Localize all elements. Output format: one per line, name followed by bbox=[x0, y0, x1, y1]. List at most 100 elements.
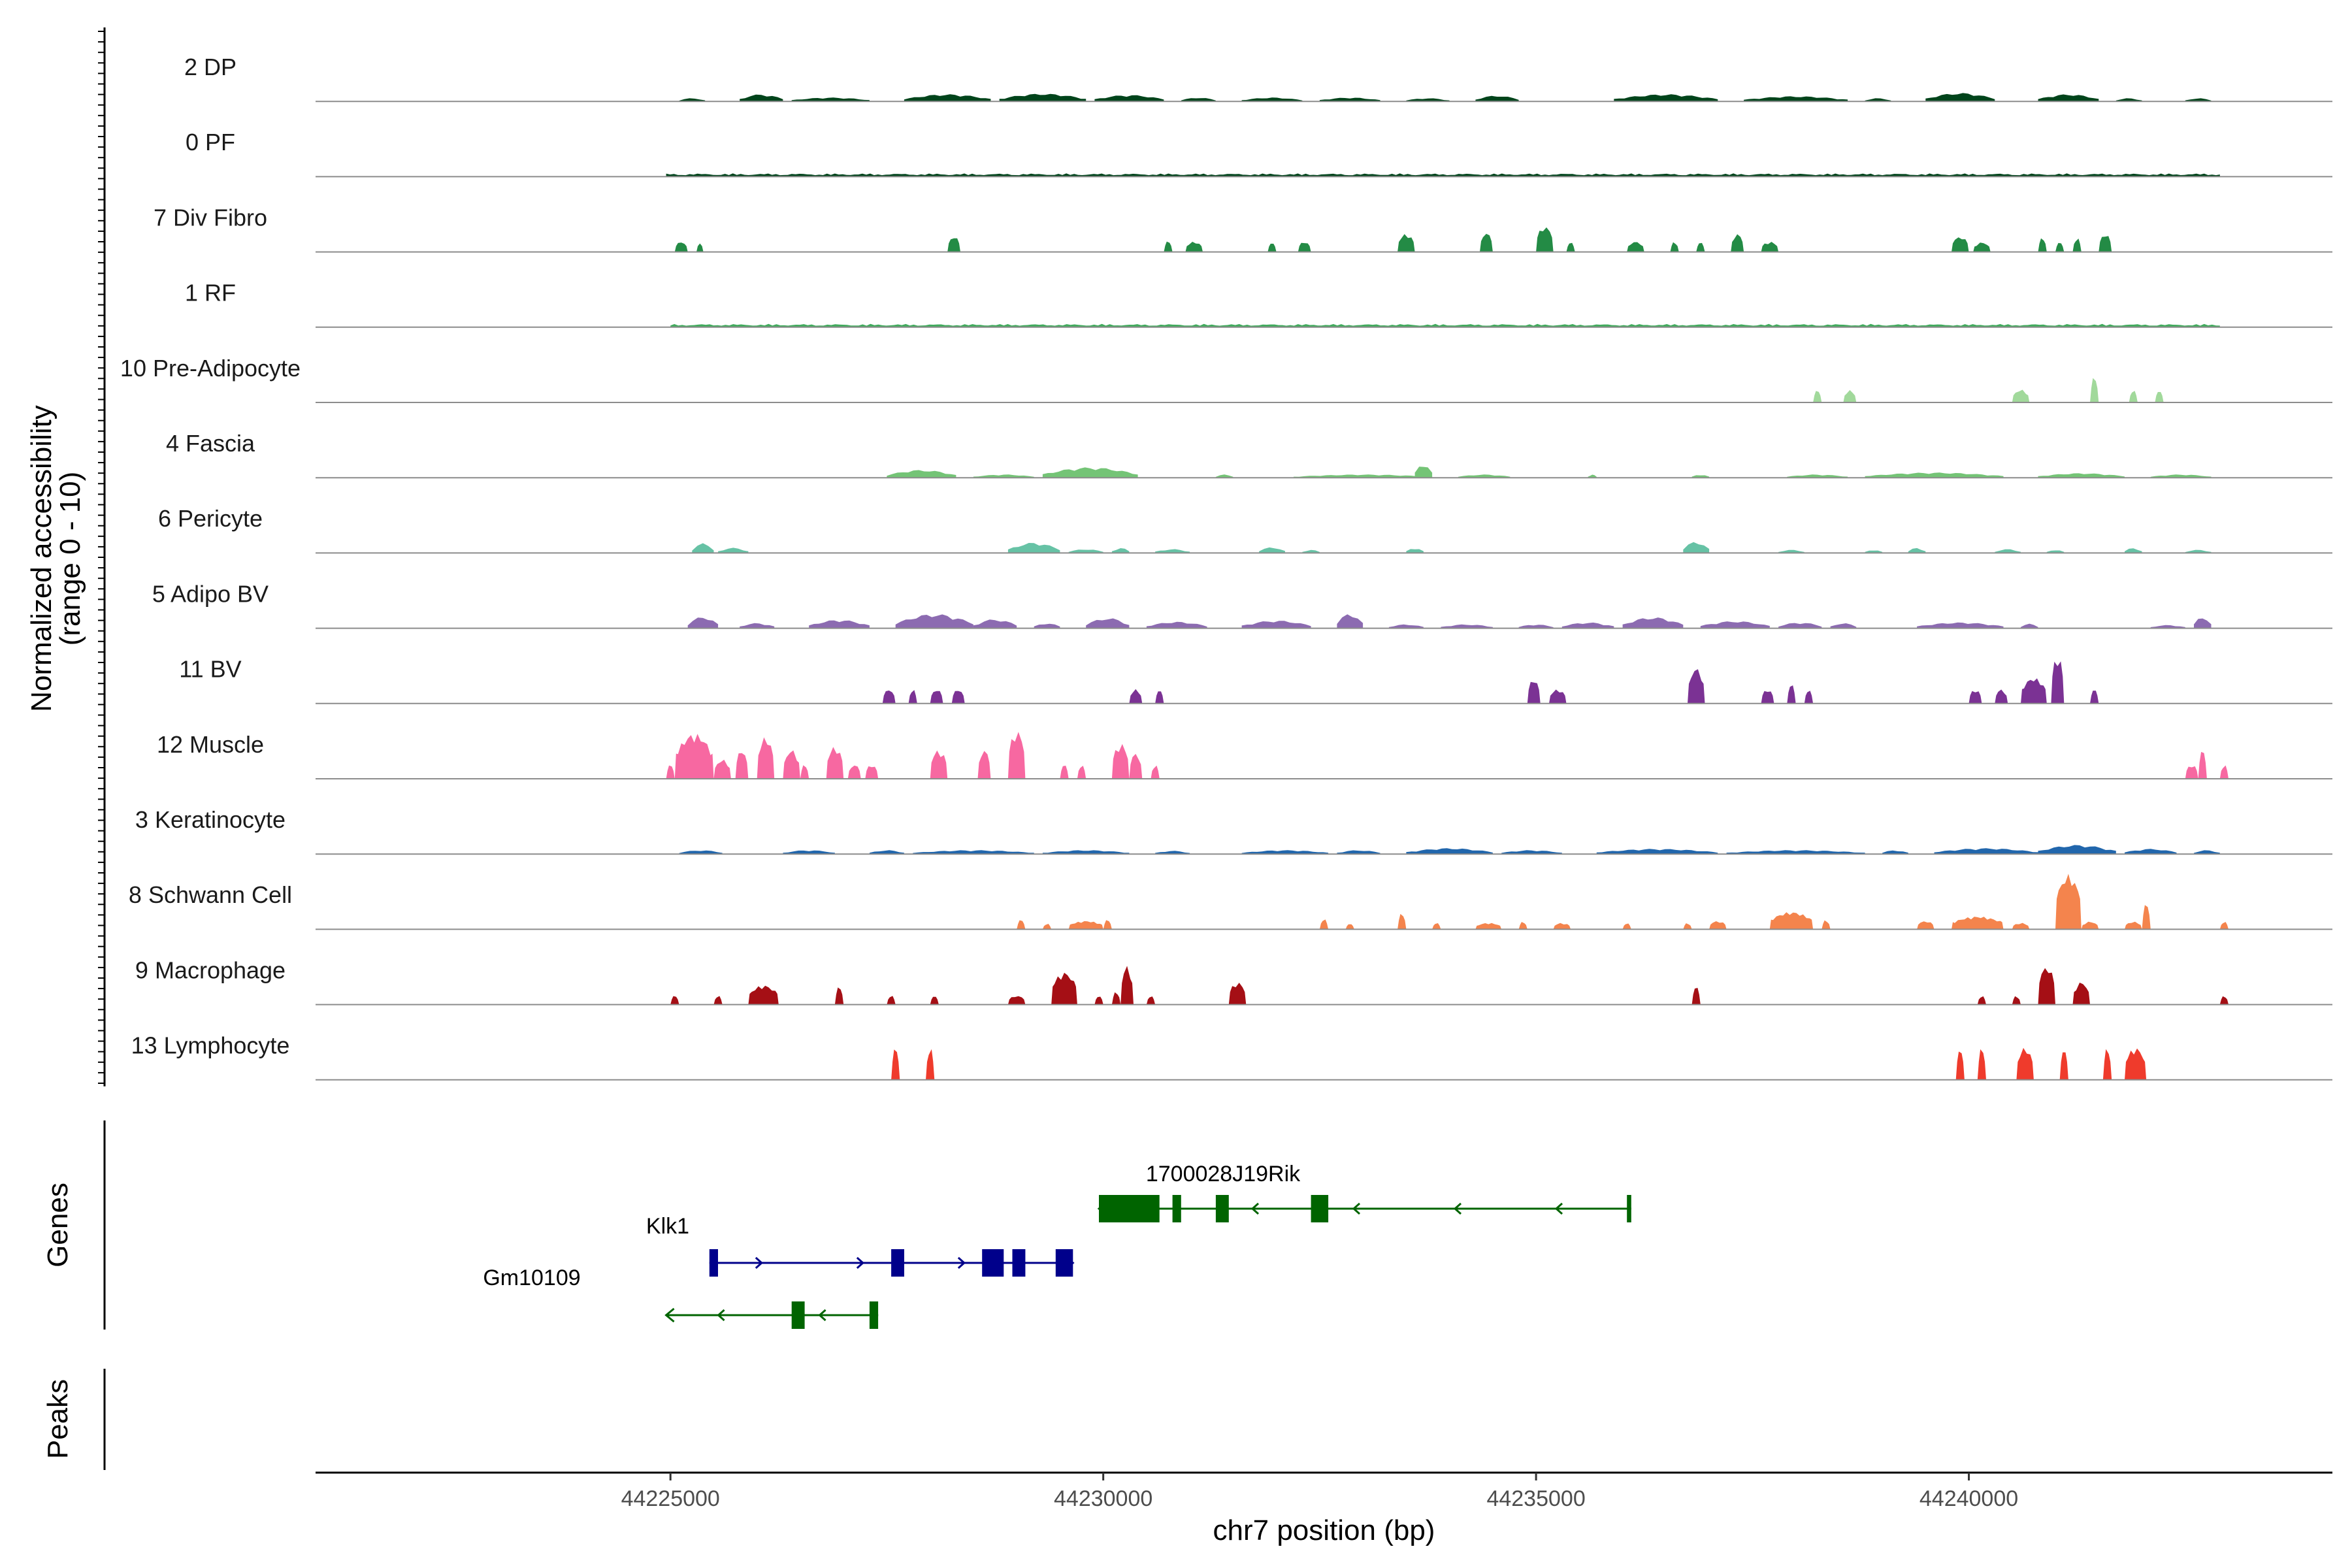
track-label: 5 Adipo BV bbox=[152, 580, 269, 607]
track-label: 9 Macrophage bbox=[135, 956, 286, 983]
coverage-peak bbox=[1051, 972, 1077, 1005]
track-7-div-fibro: 7 Div Fibro bbox=[154, 204, 2332, 253]
coverage-peak bbox=[2219, 922, 2229, 930]
coverage-peak bbox=[999, 93, 1086, 102]
coverage-peak bbox=[930, 691, 943, 704]
coverage-peak bbox=[791, 97, 870, 102]
coverage-peak bbox=[1882, 850, 1908, 855]
coverage-peak bbox=[1060, 765, 1069, 779]
track-12-muscle: 12 Muscle bbox=[157, 731, 2332, 779]
coverage-peak bbox=[1778, 549, 1805, 553]
coverage-peak bbox=[1761, 691, 1774, 704]
coverage-peak bbox=[1155, 851, 1190, 855]
coverage-peak bbox=[679, 98, 706, 102]
coverage-peak bbox=[2185, 98, 2212, 102]
coverage-peak bbox=[908, 690, 917, 704]
coverage-peak bbox=[930, 750, 948, 779]
coverage-peak bbox=[2142, 905, 2151, 930]
coverage-peak bbox=[1731, 234, 1744, 252]
track-13-lymphocyte: 13 Lymphocyte bbox=[131, 1032, 2332, 1081]
coverage-peak bbox=[2038, 968, 2055, 1005]
coverage-peak bbox=[1549, 689, 1567, 704]
coverage-peak bbox=[1241, 850, 1329, 855]
coverage-peak bbox=[1688, 669, 1705, 704]
x-tick-label: 44230000 bbox=[1054, 1486, 1152, 1511]
track-label: 2 DP bbox=[184, 54, 237, 80]
coverage-peak bbox=[1111, 743, 1130, 779]
coverage-peak bbox=[1414, 466, 1433, 478]
coverage-peak bbox=[1397, 913, 1407, 930]
coverage-peak bbox=[1068, 549, 1103, 553]
coverage-peak bbox=[913, 850, 1034, 855]
coverage-peak bbox=[783, 750, 800, 779]
coverage-peak bbox=[1700, 621, 1770, 629]
track-label: 3 Keratinocyte bbox=[135, 806, 286, 833]
coverage-peak bbox=[666, 765, 675, 779]
coverage-peak bbox=[1596, 849, 1718, 855]
coverage-peak bbox=[1432, 923, 1441, 930]
coverage-peak bbox=[977, 751, 991, 779]
coverage-peak bbox=[1007, 732, 1026, 779]
coverage-peak bbox=[1813, 391, 1822, 402]
gene-label: Klk1 bbox=[646, 1214, 689, 1239]
coverage-peak bbox=[1683, 923, 1692, 930]
coverage-peak bbox=[696, 243, 704, 252]
coverage-peak bbox=[1406, 549, 1424, 553]
coverage-peak bbox=[1259, 547, 1285, 553]
track-label: 1 RF bbox=[185, 280, 236, 306]
coverage-peak bbox=[2185, 766, 2198, 779]
coverage-peak bbox=[2125, 1048, 2147, 1080]
coverage-peak bbox=[2185, 549, 2212, 553]
track-0-pf: 0 PF bbox=[186, 129, 2332, 178]
coverage-peak bbox=[2125, 921, 2142, 930]
coverage-peak bbox=[1388, 624, 1424, 629]
gene-exon bbox=[1627, 1195, 1631, 1222]
coverage-peak bbox=[1094, 996, 1103, 1005]
coverage-peak bbox=[826, 747, 844, 779]
track-label: 0 PF bbox=[186, 129, 235, 155]
coverage-peak bbox=[1769, 912, 1814, 930]
coverage-peak bbox=[1475, 95, 1519, 102]
coverage-peak bbox=[1917, 622, 2004, 629]
coverage-peak bbox=[2115, 98, 2142, 102]
coverage-peak bbox=[1267, 244, 1277, 252]
coverage-peak bbox=[1129, 753, 1143, 779]
coverage-peak bbox=[973, 619, 1017, 629]
gene-exon bbox=[1012, 1249, 1026, 1277]
coverage-peak bbox=[670, 996, 679, 1005]
coverage-peak bbox=[1627, 242, 1644, 252]
coverage-peak bbox=[2021, 623, 2038, 629]
track-4-fascia: 4 Fascia bbox=[166, 430, 2332, 479]
coverage-peak bbox=[1068, 921, 1103, 930]
coverage-peak bbox=[869, 850, 904, 855]
coverage-peak bbox=[1458, 474, 1511, 478]
gene-exon bbox=[791, 1301, 805, 1329]
coverage-peak bbox=[1215, 474, 1233, 478]
coverage-peak bbox=[692, 543, 714, 553]
gene-exon bbox=[1055, 1249, 1073, 1277]
coverage-peak bbox=[718, 547, 749, 553]
gene-1700028j19rik: 1700028J19Rik bbox=[1097, 1162, 1631, 1222]
coverage-peak bbox=[1345, 924, 1354, 930]
coverage-peak bbox=[2129, 391, 2138, 402]
track-label: 10 Pre-Adipocyte bbox=[120, 355, 301, 382]
coverage-peak bbox=[1181, 98, 1216, 102]
coverage-peak bbox=[2099, 236, 2112, 252]
y-axis-title: Normalized accessibility (range 0 - 10) bbox=[25, 405, 86, 711]
coverage-peak bbox=[2055, 874, 2082, 930]
genes-panel-label: Genes bbox=[42, 1183, 74, 1267]
coverage-peak bbox=[2194, 850, 2220, 855]
coverage-peak bbox=[882, 690, 896, 704]
track-label: 7 Div Fibro bbox=[154, 204, 267, 231]
coverage-peak bbox=[1670, 242, 1679, 252]
track-label: 8 Schwann Cell bbox=[129, 881, 292, 908]
coverage-peak bbox=[1155, 691, 1164, 704]
gene-exon bbox=[869, 1301, 879, 1329]
coverage-peak bbox=[1120, 966, 1134, 1005]
y-axis-title-line2: (range 0 - 10) bbox=[54, 472, 86, 646]
coverage-peak bbox=[1561, 622, 1614, 629]
coverage-y-axis bbox=[98, 27, 106, 1086]
track-label: 13 Lymphocyte bbox=[131, 1032, 290, 1059]
coverage-peak bbox=[1995, 549, 2021, 553]
